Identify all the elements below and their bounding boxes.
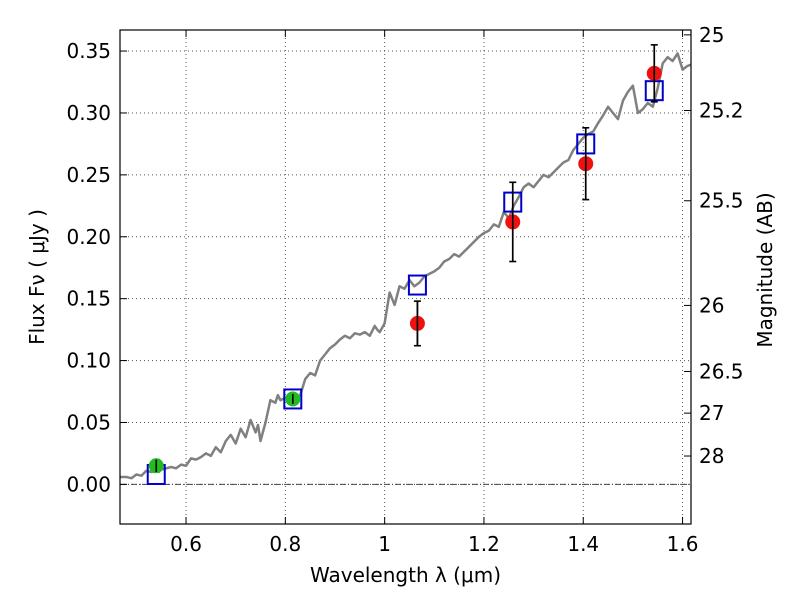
y-tick-label: 0.35: [66, 39, 111, 63]
y-tick-label: 0.25: [66, 163, 111, 187]
x-tick-label: 0.8: [269, 532, 301, 556]
grid-lines: [120, 30, 691, 524]
x-tick-label: 1: [378, 532, 391, 556]
plot-frame: [119, 29, 692, 525]
y-tick-label: 0.30: [66, 101, 111, 125]
x-tick-label: 1.6: [667, 532, 699, 556]
y-axis-title: Flux Fν ( μJy ): [25, 209, 49, 345]
mag-tick-label: 25: [699, 23, 724, 47]
y2-axis-title: Magnitude (AB): [753, 192, 777, 347]
mag-tick-label: 27: [699, 401, 724, 425]
mag-tick-label: 25.5: [699, 189, 744, 213]
plot-series: [120, 44, 692, 485]
model-spectrum-line: [120, 52, 692, 480]
tick-labels: 0.6 0.8 1 1.2 1.4 1.6 0.00 0.05 0.10 0.15 0.20 0.25…: [66, 23, 743, 556]
x-tick-label: 0.6: [170, 532, 202, 556]
x-tick-label: 1.4: [567, 532, 599, 556]
mag-tick-label: 26: [699, 293, 724, 317]
y-tick-label: 0.20: [66, 225, 111, 249]
mag-tick-label: 28: [699, 444, 724, 468]
x-tick-label: 1.2: [468, 532, 500, 556]
y-tick-label: 0.10: [66, 349, 111, 373]
mag-tick-label: 25.2: [699, 98, 744, 122]
model-photometry-box: [407, 274, 427, 296]
y-tick-label: 0.15: [66, 287, 111, 311]
y-tick-label: 0.00: [66, 472, 111, 496]
x-axis-title: Wavelength λ (μm): [310, 563, 501, 587]
model-photometry-box: [283, 388, 303, 410]
axis-ticks: [120, 30, 691, 524]
mag-tick-label: 26.5: [699, 359, 744, 383]
y-tick-label: 0.05: [66, 410, 111, 434]
